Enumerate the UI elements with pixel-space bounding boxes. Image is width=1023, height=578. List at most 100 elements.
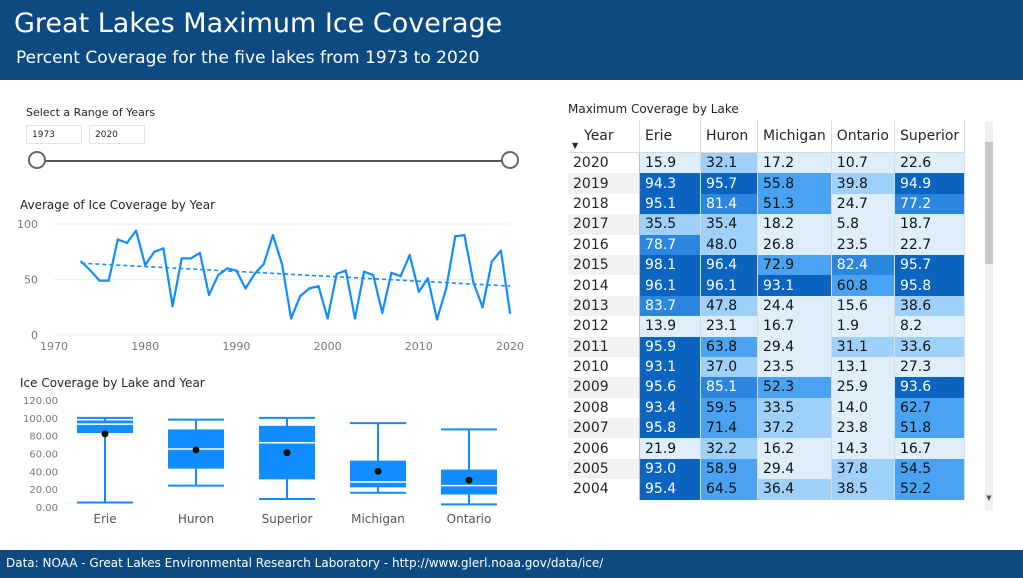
y-tick-label: 20.00 <box>29 485 58 496</box>
data-point <box>198 251 202 255</box>
coverage-table: Year ▼ Erie Huron Michigan Ontario Superior 20… <box>568 120 966 500</box>
end-year-input[interactable]: 2020 <box>89 125 145 144</box>
table-row[interactable]: 2013 83.7 47.8 24.4 15.6 38.6 <box>568 295 966 317</box>
table-row[interactable]: 2009 95.6 85.1 52.3 25.9 93.6 <box>568 377 966 398</box>
coverage-cell-michigan: 18.2 <box>757 214 832 235</box>
year-cell: 2010 <box>568 356 640 378</box>
sort-descending-icon[interactable]: ▼ <box>572 141 579 150</box>
data-point <box>98 279 101 282</box>
column-header-huron[interactable]: Huron <box>700 120 758 153</box>
coverage-cell-erie: 95.8 <box>639 418 701 439</box>
data-point <box>326 317 329 320</box>
table-row[interactable]: 2015 98.1 96.4 72.9 82.4 95.7 <box>568 254 966 276</box>
year-cell: 2013 <box>568 295 640 317</box>
table-row[interactable]: 2005 93.0 58.9 29.4 37.8 54.5 <box>568 458 966 480</box>
y-tick-label: 40.00 <box>29 467 58 478</box>
year-slider-start-handle[interactable] <box>28 151 46 169</box>
coverage-cell-superior: 94.9 <box>894 173 966 194</box>
coverage-cell-michigan: 29.4 <box>757 336 832 357</box>
data-point <box>344 269 348 272</box>
coverage-cell-ontario: 38.5 <box>831 479 895 500</box>
scroll-thumb[interactable] <box>985 142 993 264</box>
report-footer: Data: NOAA - Great Lakes Environmental R… <box>0 550 1023 578</box>
coverage-cell-erie: 98.1 <box>639 254 701 276</box>
coverage-cell-huron: 85.1 <box>700 377 758 398</box>
coverage-cell-ontario: 24.7 <box>831 193 895 215</box>
data-point <box>244 287 247 290</box>
scroll-down-icon[interactable]: ▼ <box>986 494 992 502</box>
table-row[interactable]: 2017 35.5 35.4 18.2 5.8 18.7 <box>568 214 966 235</box>
table-row[interactable]: 2004 95.4 64.5 36.4 38.5 52.2 <box>568 479 966 500</box>
table-row[interactable]: 2019 94.3 95.7 55.8 39.8 94.9 <box>568 173 966 194</box>
coverage-cell-superior: 62.7 <box>894 397 966 419</box>
data-point <box>253 272 256 276</box>
coverage-cell-erie: 21.9 <box>639 438 701 459</box>
coverage-cell-superior: 95.7 <box>894 254 966 276</box>
coverage-cell-michigan: 72.9 <box>757 254 832 276</box>
column-header-ontario[interactable]: Ontario <box>831 120 895 153</box>
coverage-cell-michigan: 26.8 <box>757 234 832 255</box>
mean-marker <box>101 430 109 438</box>
table-scrollbar[interactable] <box>985 122 993 510</box>
year-slider-track[interactable] <box>38 160 510 162</box>
table-row[interactable]: 2011 95.9 63.8 29.4 31.1 33.6 <box>568 336 966 357</box>
coverage-cell-erie: 15.9 <box>639 152 701 174</box>
column-header-superior[interactable]: Superior <box>894 120 966 153</box>
year-cell: 2007 <box>568 418 640 439</box>
coverage-cell-michigan: 93.1 <box>757 275 832 296</box>
data-point <box>153 250 156 253</box>
table-title: Maximum Coverage by Lake <box>568 102 739 116</box>
coverage-cell-ontario: 5.8 <box>831 214 895 235</box>
coverage-cell-ontario: 10.7 <box>831 152 895 174</box>
coverage-cell-huron: 59.5 <box>700 397 758 419</box>
line-chart[interactable]: 0 50 100 1970 1980 1990 2000 2010 2020 <box>0 0 540 560</box>
y-tick-label: 60.00 <box>29 450 58 461</box>
coverage-cell-erie: 95.6 <box>639 377 701 398</box>
data-point <box>353 317 357 320</box>
coverage-cell-michigan: 24.4 <box>757 295 832 317</box>
data-point <box>417 290 420 293</box>
category-label: Ontario <box>447 512 492 526</box>
data-point <box>308 287 311 290</box>
coverage-cell-erie: 95.4 <box>639 479 701 500</box>
year-cell: 2016 <box>568 234 640 255</box>
year-slider-end-handle[interactable] <box>501 151 519 169</box>
year-slicer-title: Select a Range of Years <box>26 106 156 119</box>
table-row[interactable]: 2007 95.8 71.4 37.2 23.8 51.8 <box>568 418 966 439</box>
start-year-input[interactable]: 1973 <box>26 125 82 144</box>
year-cell: 2008 <box>568 397 640 419</box>
column-header-erie[interactable]: Erie <box>639 120 701 153</box>
coverage-cell-ontario: 37.8 <box>831 458 895 480</box>
table-row[interactable]: 2012 13.9 23.1 16.7 1.9 8.2 <box>568 316 966 337</box>
table-row[interactable]: 2014 96.1 96.1 93.1 60.8 95.8 <box>568 275 966 296</box>
column-header-michigan[interactable]: Michigan <box>757 120 832 153</box>
x-tick-label: 2020 <box>496 340 524 353</box>
coverage-cell-michigan: 16.2 <box>757 438 832 459</box>
year-cell: 2009 <box>568 377 640 398</box>
table-row[interactable]: 2006 21.9 32.2 16.2 14.3 16.7 <box>568 438 966 459</box>
coverage-cell-superior: 51.8 <box>894 418 966 439</box>
footer-source-text: Data: NOAA - Great Lakes Environmental R… <box>6 556 604 570</box>
table-body: 2020 15.9 32.1 17.2 10.7 22.6 2019 94.3 95.7 55.8… <box>568 152 966 500</box>
year-cell: 2006 <box>568 438 640 459</box>
coverage-cell-huron: 71.4 <box>700 418 758 439</box>
data-point <box>189 257 192 260</box>
year-cell: 2012 <box>568 316 640 337</box>
data-point <box>399 274 402 278</box>
table-row[interactable]: 2020 15.9 32.1 17.2 10.7 22.6 <box>568 152 966 174</box>
table-row[interactable]: 2008 93.4 59.5 33.5 14.0 62.7 <box>568 397 966 419</box>
table-row[interactable]: 2016 78.7 48.0 26.8 23.5 22.7 <box>568 234 966 255</box>
table-row[interactable]: 2018 95.1 81.4 51.3 24.7 77.2 <box>568 193 966 215</box>
column-header-year[interactable]: Year ▼ <box>568 120 640 153</box>
table-row[interactable]: 2010 93.1 37.0 23.5 13.1 27.3 <box>568 356 966 378</box>
data-point <box>381 311 384 314</box>
box-chart[interactable]: 0.00 20.00 40.00 60.00 80.00 100.00 120.00 Erie… <box>0 0 540 545</box>
coverage-cell-huron: 81.4 <box>700 193 758 215</box>
coverage-cell-erie: 93.1 <box>639 356 701 378</box>
data-point <box>262 262 265 266</box>
data-point <box>426 277 430 280</box>
coverage-cell-michigan: 23.5 <box>757 356 832 378</box>
coverage-cell-erie: 93.4 <box>639 397 701 419</box>
y-tick-label: 100 <box>17 218 38 231</box>
mean-marker <box>192 446 200 454</box>
